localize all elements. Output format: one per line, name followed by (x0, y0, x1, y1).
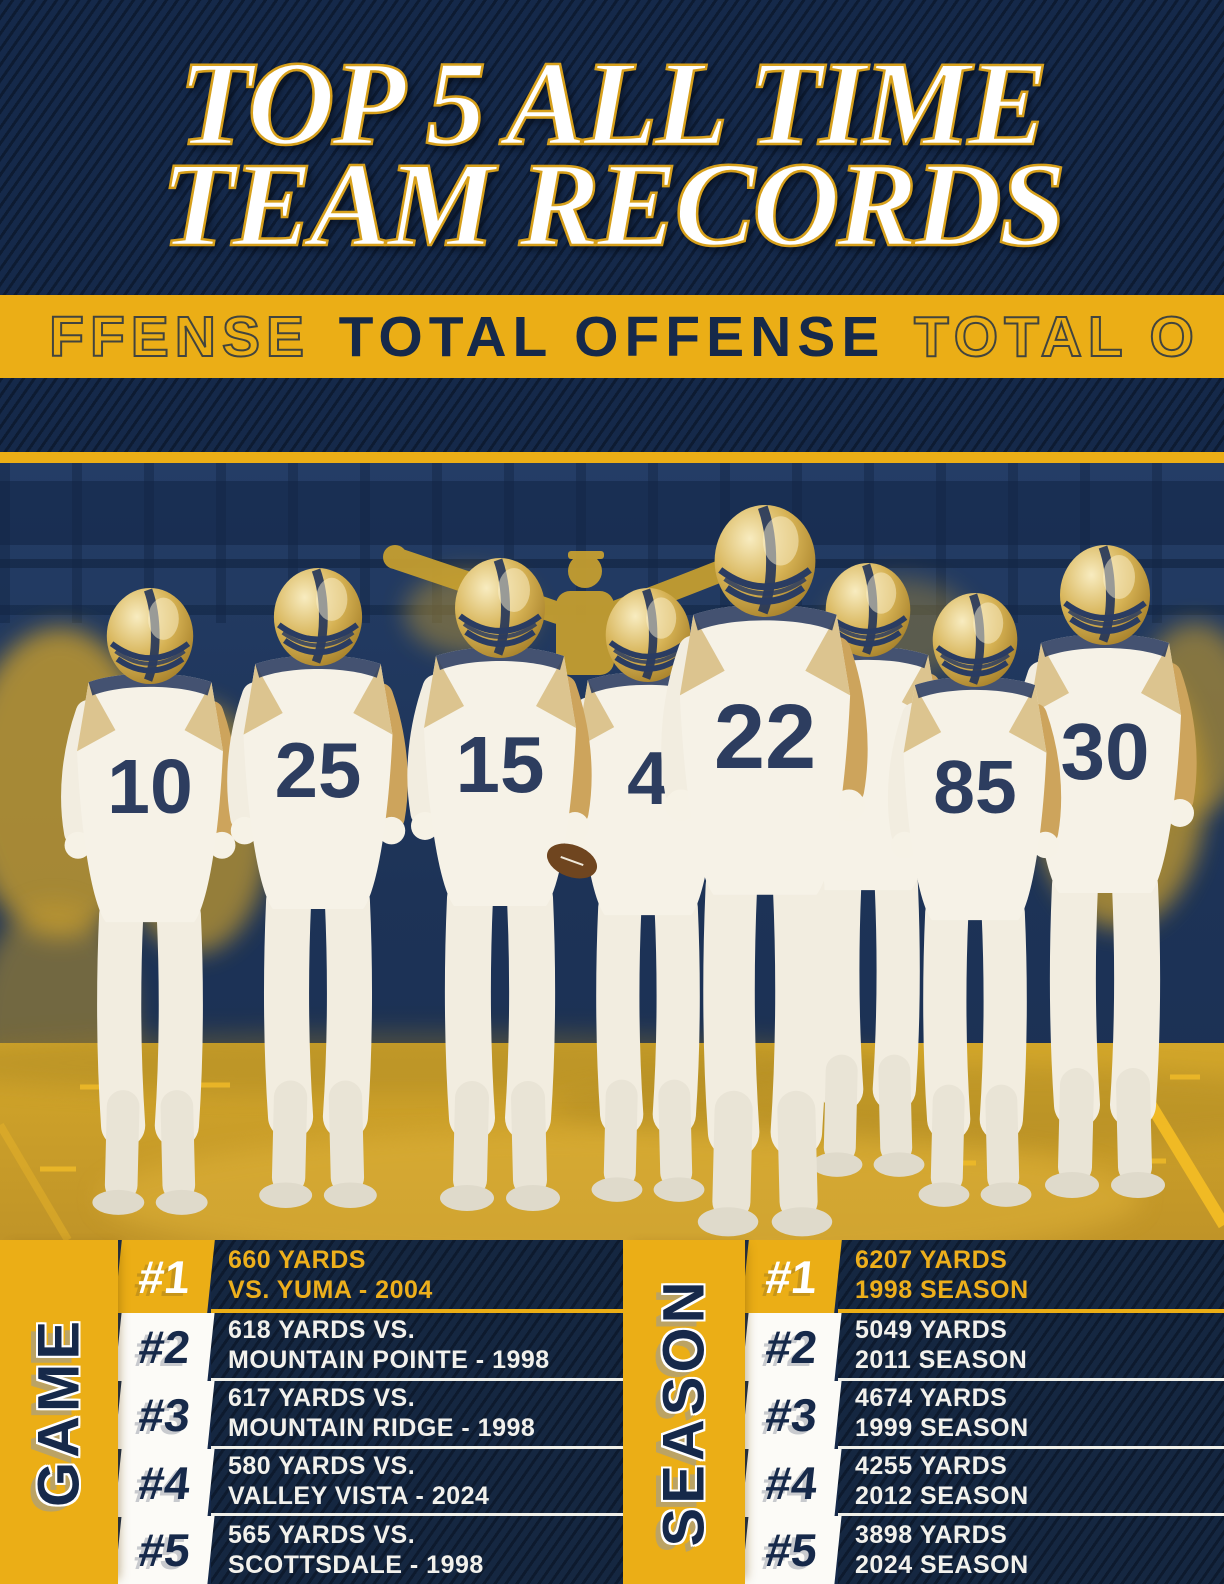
record-line-1: 5049 YARDS (855, 1316, 1008, 1345)
records-section: GAME #1 660 YARDS VS. YUMA - 2004 #2 618… (0, 1240, 1224, 1584)
page-title: TOP 5 ALL TIME TEAM RECORDS (160, 36, 1068, 272)
game-rows: #1 660 YARDS VS. YUMA - 2004 #2 618 YARD… (114, 1240, 623, 1584)
jersey-number: 22 (714, 686, 816, 788)
season-sidebar: SEASON (623, 1240, 745, 1584)
gold-divider (0, 452, 1224, 463)
record-line-1: 660 YARDS (228, 1245, 366, 1274)
banner-ghost-left: FFENSE (48, 304, 310, 370)
football (546, 843, 598, 879)
record-row: #5 3898 YARDS 2024 SEASON (741, 1516, 1224, 1584)
rank-badge: #5 (741, 1516, 842, 1584)
record-text: 580 YARDS VS. VALLEY VISTA - 2024 (211, 1448, 623, 1517)
title-line-1: TOP 5 ALL TIME (177, 36, 1049, 171)
jersey-number: 10 (107, 744, 193, 830)
players: 4 30 10 25 15 85 22 (65, 505, 1194, 1236)
header: TOP 5 ALL TIME TEAM RECORDS (0, 0, 1224, 295)
record-row: #1 660 YARDS VS. YUMA - 2004 (114, 1240, 623, 1313)
record-line-1: 3898 YARDS (855, 1521, 1008, 1550)
rank-badge: #5 (114, 1516, 215, 1584)
record-row: #3 617 YARDS VS. MOUNTAIN RIDGE - 1998 (114, 1380, 623, 1449)
record-text: 4674 YARDS 1999 SEASON (838, 1380, 1224, 1449)
banner-title: TOTAL OFFENSE (338, 304, 886, 369)
rank-badge: #1 (114, 1240, 215, 1313)
rank-badge: #3 (114, 1380, 215, 1449)
record-line-2: 1998 SEASON (855, 1275, 1029, 1304)
season-label: SEASON (651, 1277, 717, 1547)
record-line-2: VS. YUMA - 2004 (228, 1275, 433, 1304)
record-row: #2 5049 YARDS 2011 SEASON (741, 1313, 1224, 1381)
game-label: GAME (26, 1317, 92, 1507)
record-text: 5049 YARDS 2011 SEASON (838, 1313, 1224, 1381)
jersey-number: 85 (933, 745, 1016, 829)
record-text: 618 YARDS VS. MOUNTAIN POINTE - 1998 (211, 1313, 623, 1381)
record-line-2: MOUNTAIN POINTE - 1998 (228, 1346, 550, 1375)
jersey-number: 15 (456, 720, 545, 809)
season-rows: #1 6207 YARDS 1998 SEASON #2 5049 YARDS … (741, 1240, 1224, 1584)
jersey-number: 30 (1061, 707, 1150, 796)
record-text: 565 YARDS VS. SCOTTSDALE - 1998 (211, 1516, 623, 1584)
record-line-2: 2012 SEASON (855, 1481, 1029, 1510)
record-line-1: 4255 YARDS (855, 1451, 1008, 1480)
record-line-1: 618 YARDS VS. (228, 1316, 416, 1345)
record-row: #5 565 YARDS VS. SCOTTSDALE - 1998 (114, 1516, 623, 1584)
record-line-2: SCOTTSDALE - 1998 (228, 1551, 484, 1580)
record-line-1: 4674 YARDS (855, 1384, 1008, 1413)
rank-badge: #3 (741, 1380, 842, 1449)
record-line-1: 6207 YARDS (855, 1245, 1008, 1274)
record-row: #1 6207 YARDS 1998 SEASON (741, 1240, 1224, 1313)
banner-ghost-right: TOTAL O (913, 304, 1200, 370)
record-line-2: VALLEY VISTA - 2024 (228, 1481, 490, 1510)
record-line-2: 1999 SEASON (855, 1414, 1029, 1443)
game-sidebar: GAME (0, 1240, 118, 1584)
rank-badge: #2 (114, 1313, 215, 1381)
record-text: 660 YARDS VS. YUMA - 2004 (211, 1240, 623, 1313)
team-photo: 4 30 10 25 15 85 22 (0, 463, 1224, 1240)
season-records-panel: SEASON #1 6207 YARDS 1998 SEASON #2 5049… (623, 1240, 1224, 1584)
record-line-1: 580 YARDS VS. (228, 1451, 416, 1480)
record-text: 3898 YARDS 2024 SEASON (838, 1516, 1224, 1584)
record-text: 4255 YARDS 2012 SEASON (838, 1448, 1224, 1517)
record-line-2: 2011 SEASON (855, 1346, 1028, 1375)
record-text: 6207 YARDS 1998 SEASON (838, 1240, 1224, 1313)
rank-badge: #2 (741, 1313, 842, 1381)
total-offense-banner: FFENSE TOTAL OFFENSE TOTAL O (0, 295, 1224, 378)
record-row: #2 618 YARDS VS. MOUNTAIN POINTE - 1998 (114, 1313, 623, 1381)
record-line-2: MOUNTAIN RIDGE - 1998 (228, 1414, 536, 1443)
rank-badge: #4 (114, 1448, 215, 1517)
record-row: #4 4255 YARDS 2012 SEASON (741, 1448, 1224, 1517)
record-row: #3 4674 YARDS 1999 SEASON (741, 1380, 1224, 1449)
rank-badge: #1 (741, 1240, 842, 1313)
record-text: 617 YARDS VS. MOUNTAIN RIDGE - 1998 (211, 1380, 623, 1449)
game-records-panel: GAME #1 660 YARDS VS. YUMA - 2004 #2 618… (0, 1240, 623, 1584)
stands (0, 463, 1224, 623)
title-line-2: TEAM RECORDS (160, 137, 1068, 272)
rank-badge: #4 (741, 1448, 842, 1517)
record-line-2: 2024 SEASON (855, 1551, 1029, 1580)
jersey-number: 25 (275, 726, 362, 814)
record-line-1: 565 YARDS VS. (228, 1521, 416, 1550)
record-line-1: 617 YARDS VS. (228, 1384, 416, 1413)
record-row: #4 580 YARDS VS. VALLEY VISTA - 2024 (114, 1448, 623, 1517)
spacer-strip (0, 378, 1224, 452)
team-photo-illustration: 4 30 10 25 15 85 22 (0, 463, 1224, 1240)
